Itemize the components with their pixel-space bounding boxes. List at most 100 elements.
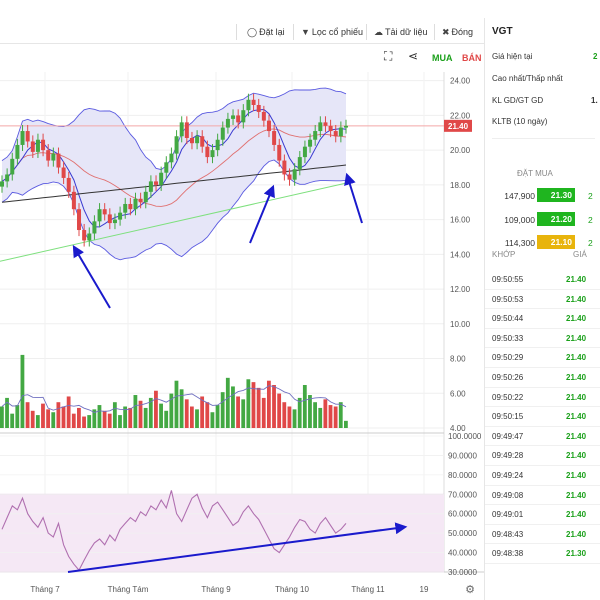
- settings-gear-icon[interactable]: ⚙: [465, 583, 475, 596]
- volume-bar: [138, 400, 143, 428]
- candle-body: [51, 153, 56, 161]
- bid-extra: 2: [588, 215, 593, 225]
- avg-volume-label: KLTB (10 ngày): [492, 117, 548, 126]
- tick-price: 21.40: [566, 510, 587, 520]
- rsi-tick-label: 30.0000: [448, 568, 477, 577]
- volume-bar: [266, 380, 271, 428]
- buy-tab[interactable]: MUA: [432, 53, 453, 63]
- tick-row[interactable]: 09:48:43 21.40: [485, 525, 600, 545]
- volume-bar: [195, 409, 199, 428]
- price-tick-label: 18.00: [450, 181, 471, 190]
- last-price-label: 21.40: [448, 122, 469, 131]
- price-tick-label: 24.00: [450, 77, 471, 86]
- tick-row[interactable]: 09:49:28 21.40: [485, 446, 600, 466]
- annotation-arrows: [67, 172, 408, 573]
- tick-time: 09:50:53: [492, 294, 524, 304]
- fullscreen-icon[interactable]: ⛶: [384, 49, 393, 63]
- candle-body: [338, 127, 343, 137]
- volume-bar: [241, 399, 246, 428]
- volume-bar: [297, 397, 302, 428]
- candle-body: [323, 122, 328, 126]
- candle-body: [200, 136, 205, 147]
- volume-bar: [15, 405, 20, 428]
- share-icon[interactable]: ⋖: [408, 49, 419, 63]
- candle-body: [61, 167, 66, 178]
- price-chart[interactable]: 24.00 22.00 20.00 18.00 16.00 14.00 12.00 10.00…: [0, 72, 484, 600]
- bid-row[interactable]: 147,900 21.30 2: [485, 186, 600, 206]
- tick-time: 09:50:15: [492, 412, 524, 422]
- volume-value: 1.: [591, 96, 598, 105]
- tick-row[interactable]: 09:49:08 21.40: [485, 486, 600, 506]
- reset-icon: ◯: [247, 27, 258, 37]
- time-tick-label: Tháng 11: [351, 585, 385, 594]
- candle-body: [5, 174, 10, 182]
- tick-row[interactable]: 09:50:15 21.40: [485, 407, 600, 427]
- tick-row[interactable]: 09:50:22 21.40: [485, 388, 600, 408]
- volume-bar: [82, 416, 86, 428]
- tick-row[interactable]: 09:50:55 21.40: [485, 270, 600, 290]
- tick-row[interactable]: 09:50:33 21.40: [485, 329, 600, 349]
- tick-time: 09:49:01: [492, 510, 524, 520]
- volume-bar: [71, 413, 76, 428]
- volume-bar: [333, 406, 338, 428]
- close-button[interactable]: ✖ Đóng: [437, 22, 478, 42]
- tick-row[interactable]: 09:48:38 21.30: [485, 544, 600, 564]
- tick-row[interactable]: 09:49:47 21.40: [485, 427, 600, 447]
- bid-price: 21.20: [537, 212, 575, 226]
- current-price-label: Giá hiện tại: [492, 52, 533, 61]
- chart-toolbar: ◯ Đặt lại ▼ Lọc cổ phiếu ☁ Tải dữ liệu ✖ Đón…: [0, 18, 484, 44]
- tick-row[interactable]: 09:50:29 21.40: [485, 348, 600, 368]
- candle-body: [231, 115, 236, 119]
- candle-body: [184, 122, 189, 138]
- candle-body: [20, 131, 25, 145]
- tick-price: 21.30: [566, 549, 587, 559]
- volume-bar: [200, 396, 205, 428]
- tick-row[interactable]: 09:50:53 21.40: [485, 290, 600, 310]
- annotation-arrow: [344, 172, 363, 224]
- candle-body: [25, 131, 30, 142]
- price-tick-label: 20.00: [450, 146, 471, 155]
- tick-row[interactable]: 09:50:26 21.40: [485, 368, 600, 388]
- candle-body: [164, 162, 169, 173]
- volume-bar: [10, 413, 15, 428]
- price-tick-label: 16.00: [450, 216, 471, 225]
- candle-body: [344, 125, 348, 128]
- sell-tab[interactable]: BÁN: [462, 53, 482, 63]
- volume-bar: [118, 415, 122, 428]
- volume-bar: [292, 409, 297, 428]
- bid-row[interactable]: 114,300 21.10 2: [485, 233, 600, 253]
- candle-body: [46, 150, 51, 161]
- price-tick-label: 12.00: [450, 285, 471, 294]
- load-data-button[interactable]: ☁ Tải dữ liệu: [369, 22, 433, 42]
- tick-row[interactable]: 09:49:01 21.40: [485, 505, 600, 525]
- close-label: Đóng: [451, 27, 474, 37]
- price-tick-label: 8.00: [450, 355, 466, 364]
- reset-button[interactable]: ◯ Đặt lại: [242, 22, 290, 42]
- volume-bar: [236, 396, 240, 428]
- volume-bar: [66, 396, 71, 428]
- price-tick-label: 6.00: [450, 389, 466, 398]
- candle-body: [246, 99, 251, 111]
- rsi-tick-label: 80.0000: [448, 471, 477, 480]
- volume-value-label: KL GD/GT GD: [492, 96, 544, 105]
- volume-bar: [184, 399, 189, 428]
- rsi-tick-label: 70.0000: [448, 490, 477, 499]
- candle-body: [287, 174, 292, 180]
- time-axis: Tháng 7 Tháng Tám Tháng 9 Tháng 10 Tháng 11 1…: [30, 583, 475, 596]
- toolbar-separator: [434, 24, 435, 40]
- volume-bar: [41, 403, 45, 428]
- tick-row[interactable]: 09:50:44 21.40: [485, 309, 600, 329]
- volume-bar: [272, 385, 276, 428]
- candle-body: [313, 131, 318, 140]
- volume-bar: [179, 389, 184, 428]
- toolbar-separator: [293, 24, 294, 40]
- candle-body: [225, 118, 230, 128]
- tick-time: 09:49:47: [492, 431, 524, 441]
- volume-bar: [51, 412, 56, 428]
- candle-body: [41, 139, 46, 151]
- tick-row[interactable]: 09:49:24 21.40: [485, 466, 600, 486]
- stock-filter-button[interactable]: ▼ Lọc cổ phiếu: [296, 22, 368, 42]
- candle-body: [97, 209, 102, 222]
- bid-row[interactable]: 109,000 21.20 2: [485, 210, 600, 230]
- bid-volume: 147,900: [504, 191, 535, 201]
